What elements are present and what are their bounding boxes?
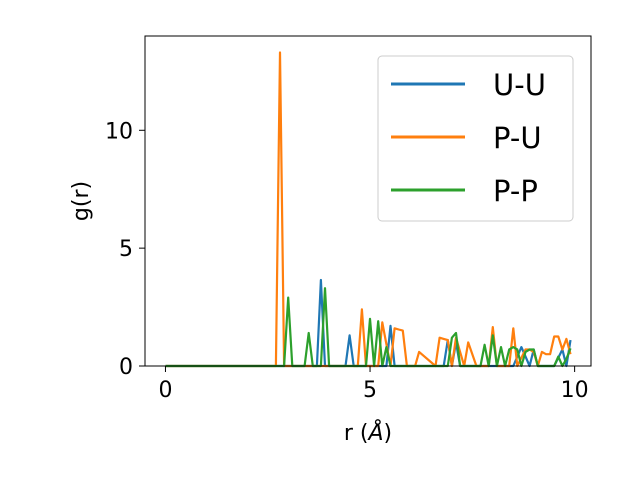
legend-label-u-u: U-U xyxy=(493,68,546,102)
plot-frame xyxy=(144,35,592,367)
legend-box xyxy=(377,55,574,222)
x-tick-label: 5 xyxy=(363,378,377,403)
legend-label-p-u: P-U xyxy=(493,121,542,155)
x-axis-label-main: r ( xyxy=(344,421,369,446)
y-tick-label: 10 xyxy=(105,119,133,144)
x-axis-label-unit: Å xyxy=(366,419,383,446)
y-axis-label: g(r) xyxy=(69,181,94,221)
y-axis: 0 5 10 xyxy=(105,119,145,380)
x-axis-label-end: ) xyxy=(384,421,393,446)
y-tick-label: 5 xyxy=(119,237,133,262)
legend: U-U P-U P-P xyxy=(377,55,574,222)
x-tick-label: 10 xyxy=(561,378,589,403)
legend-label-p-p: P-P xyxy=(493,174,538,208)
x-axis-label: r (Å) xyxy=(344,419,392,446)
x-tick-label: 0 xyxy=(158,378,172,403)
y-tick-label: 0 xyxy=(119,355,133,380)
x-axis: 0 5 10 xyxy=(158,366,589,403)
